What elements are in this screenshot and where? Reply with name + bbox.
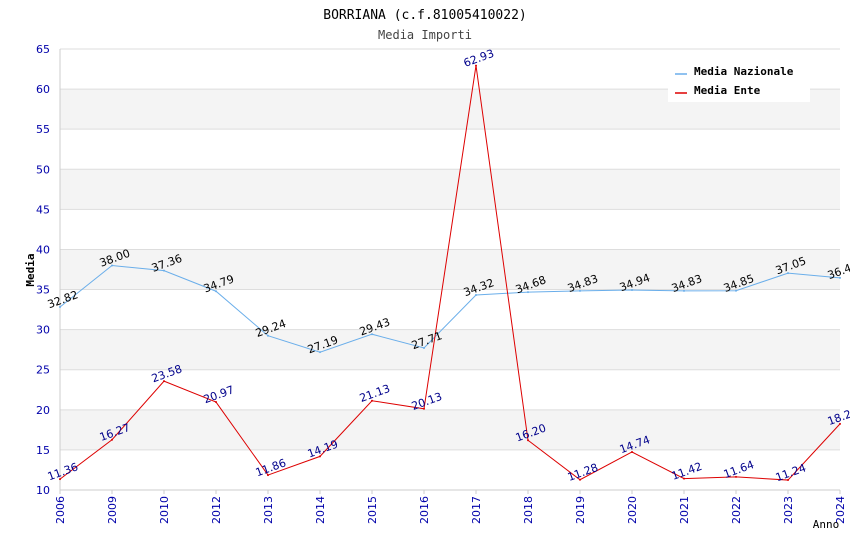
data-point (267, 474, 269, 477)
legend-box (668, 60, 810, 102)
x-tick-label: 2022 (730, 496, 743, 524)
data-point (787, 479, 789, 482)
data-label: 32.82 (46, 288, 80, 311)
x-tick-label: 2019 (574, 496, 587, 524)
data-point (111, 438, 113, 441)
data-point (631, 289, 633, 292)
x-tick-label: 2014 (314, 496, 327, 524)
x-tick-label: 2016 (418, 496, 431, 524)
data-point (423, 346, 425, 349)
x-tick-label: 2018 (522, 496, 535, 524)
data-point (683, 477, 685, 480)
series-line-media-ente (59, 65, 841, 481)
x-tick-label: 2021 (678, 496, 691, 524)
data-point (215, 290, 217, 293)
x-tick-label: 2010 (158, 496, 171, 524)
y-tick-label: 45 (36, 203, 50, 216)
x-tick-label: 2020 (626, 496, 639, 524)
x-tick-label: 2015 (366, 496, 379, 524)
legend: Media Nazionale Media Ente (668, 60, 810, 102)
legend-label: Media Nazionale (694, 65, 794, 78)
data-point (163, 269, 165, 272)
grid-band (60, 169, 840, 210)
chart-subtitle: Media Importi (378, 28, 472, 42)
data-point (475, 64, 477, 67)
data-point (267, 334, 269, 337)
x-tick-label: 2024 (834, 496, 847, 524)
x-tick-label: 2023 (782, 496, 795, 524)
data-point (787, 272, 789, 275)
data-label: 11.24 (774, 461, 808, 484)
data-point (839, 422, 841, 425)
data-point (319, 351, 321, 354)
data-label: 20.97 (202, 383, 236, 406)
y-tick-label: 50 (36, 163, 50, 176)
data-point (371, 399, 373, 402)
grid-band (60, 409, 840, 450)
chart-title: BORRIANA (c.f.81005410022) (323, 8, 527, 23)
data-label: 18.25 (826, 405, 850, 428)
series-line-media-nazionale (59, 264, 841, 353)
data-point (59, 478, 61, 481)
x-axis-label: Anno (813, 518, 840, 531)
data-point (735, 289, 737, 292)
data-point (683, 289, 685, 292)
data-label: 11.86 (254, 456, 288, 479)
data-label: 11.42 (670, 460, 704, 483)
x-tick-label: 2006 (54, 496, 67, 524)
data-point (527, 291, 529, 294)
data-point (423, 407, 425, 410)
data-point (371, 333, 373, 336)
data-point (319, 455, 321, 458)
x-tick-label: 2017 (470, 496, 483, 524)
grid-band (60, 249, 840, 290)
data-point (735, 475, 737, 478)
data-point (579, 289, 581, 292)
x-tick-label: 2013 (262, 496, 275, 524)
x-tick-label: 2009 (106, 496, 119, 524)
y-tick-label: 40 (36, 243, 50, 256)
data-point (579, 478, 581, 481)
grid-band (60, 329, 840, 370)
y-tick-label: 65 (36, 43, 50, 56)
data-point (111, 264, 113, 267)
y-axis-label: Media (24, 253, 37, 286)
data-point (215, 401, 217, 404)
y-tick-label: 35 (36, 284, 50, 297)
y-tick-label: 10 (36, 484, 50, 497)
data-label: 11.36 (46, 460, 80, 483)
data-point (163, 380, 165, 383)
y-tick-label: 15 (36, 444, 50, 457)
data-point (527, 439, 529, 442)
data-point (631, 450, 633, 453)
y-tick-label: 60 (36, 83, 50, 96)
y-tick-label: 25 (36, 364, 50, 377)
data-point (59, 306, 61, 309)
data-label: 62.93 (462, 47, 496, 70)
legend-label: Media Ente (694, 84, 761, 97)
y-tick-label: 55 (36, 123, 50, 136)
y-tick-label: 30 (36, 324, 50, 337)
data-point (839, 276, 841, 279)
x-tick-label: 2012 (210, 496, 223, 524)
data-label: 11.28 (566, 461, 600, 484)
data-point (475, 293, 477, 296)
y-tick-label: 20 (36, 404, 50, 417)
